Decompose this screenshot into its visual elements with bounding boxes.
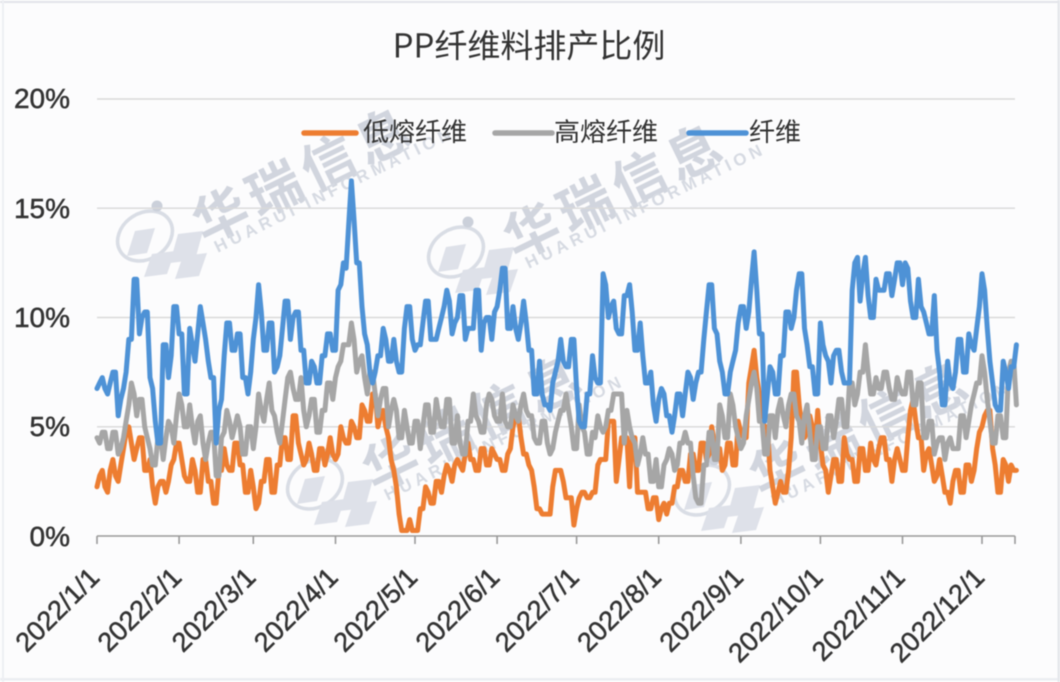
svg-text:15%: 15% bbox=[14, 193, 70, 224]
svg-text:5%: 5% bbox=[30, 411, 70, 442]
svg-text:10%: 10% bbox=[14, 302, 70, 333]
svg-text:0%: 0% bbox=[30, 521, 70, 552]
svg-text:20%: 20% bbox=[14, 83, 70, 114]
